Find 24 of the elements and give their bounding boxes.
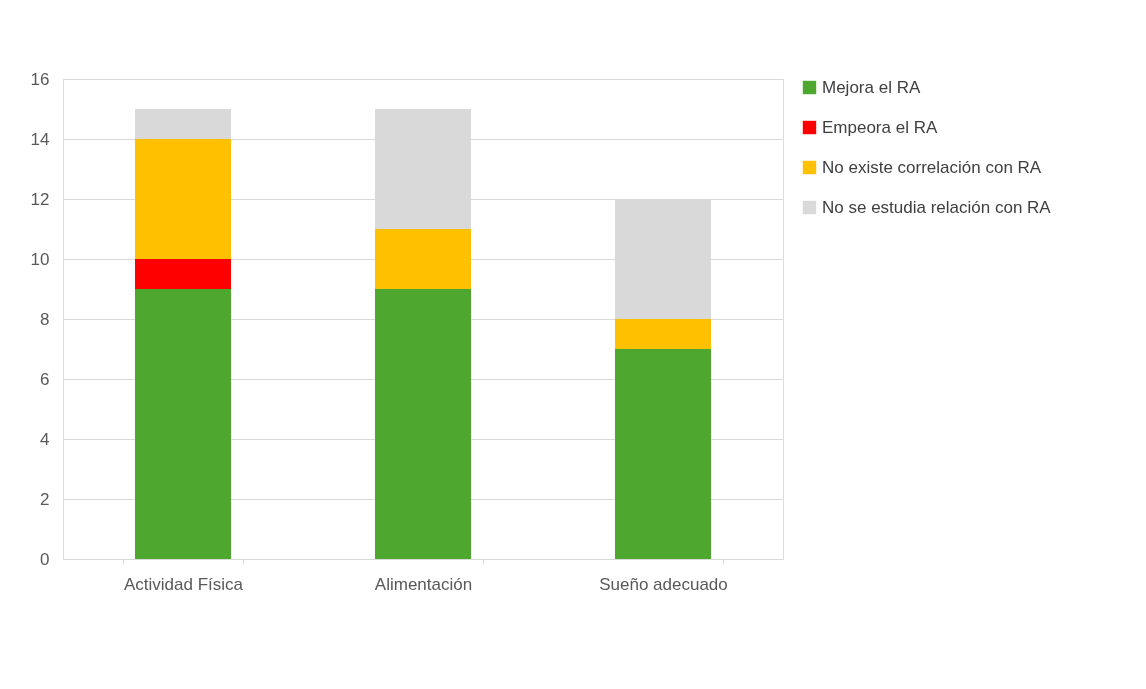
y-tick-label: 12: [30, 189, 50, 209]
y-tick-label: 4: [40, 429, 50, 449]
y-tick-label: 14: [30, 129, 50, 149]
y-tick-label: 0: [40, 549, 50, 569]
bar: [135, 109, 231, 139]
legend-label: Mejora el RA: [822, 77, 921, 97]
legend-label: Empeora el RA: [822, 117, 938, 137]
bar: [135, 139, 231, 259]
y-tick-label: 8: [40, 309, 50, 329]
bar: [135, 259, 231, 289]
y-tick-label: 16: [30, 69, 50, 89]
y-tick-label: 2: [40, 489, 50, 509]
bar: [135, 289, 231, 559]
bar: [375, 229, 471, 289]
y-tick-label: 10: [30, 249, 50, 269]
x-tick-label: Sueño adecuado: [599, 574, 728, 594]
x-tick-label: Actividad Física: [123, 574, 244, 594]
legend-label: No se estudia relación con RA: [822, 197, 1052, 217]
bar: [375, 289, 471, 559]
legend-label: No existe correlación con RA: [822, 157, 1042, 177]
bar: [615, 349, 711, 559]
bar: [615, 319, 711, 349]
y-tick-label: 6: [40, 369, 50, 389]
x-tick-label: Alimentación: [374, 574, 473, 594]
